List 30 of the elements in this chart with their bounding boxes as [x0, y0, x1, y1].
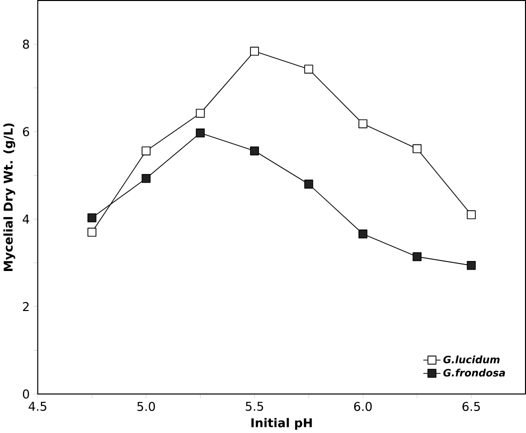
point	[304, 64, 314, 74]
y-tick-label: 0	[22, 389, 30, 399]
y-tick-label: 6	[22, 127, 30, 136]
point	[412, 144, 422, 154]
point	[358, 119, 368, 128]
point	[196, 128, 205, 138]
legend-label: G.lucidum	[443, 355, 500, 364]
point	[466, 210, 476, 220]
x-axis-title: Initial pH	[251, 418, 312, 430]
point	[196, 108, 205, 118]
point	[250, 46, 259, 56]
y-tick-label: 4	[22, 214, 30, 224]
point	[358, 229, 368, 238]
point	[142, 174, 151, 183]
y-tick-label: 2	[23, 302, 29, 312]
text: 6.0	[354, 402, 372, 412]
point	[466, 260, 476, 270]
x-tick-label: 6.5	[462, 402, 480, 412]
point	[87, 213, 96, 222]
point	[412, 252, 422, 262]
point	[304, 180, 314, 189]
text: 5.0	[137, 402, 155, 412]
point	[87, 228, 96, 237]
y-axis-title: Mycelial Dry Wt. (g/L)	[3, 123, 16, 271]
x-tick-label: 4.5	[28, 402, 46, 411]
point	[142, 146, 151, 156]
point	[250, 146, 259, 156]
legend-label: G.frondosa	[443, 368, 505, 377]
x-tick-label: 5.5	[246, 402, 264, 411]
y-tick-label: 8	[22, 40, 30, 49]
